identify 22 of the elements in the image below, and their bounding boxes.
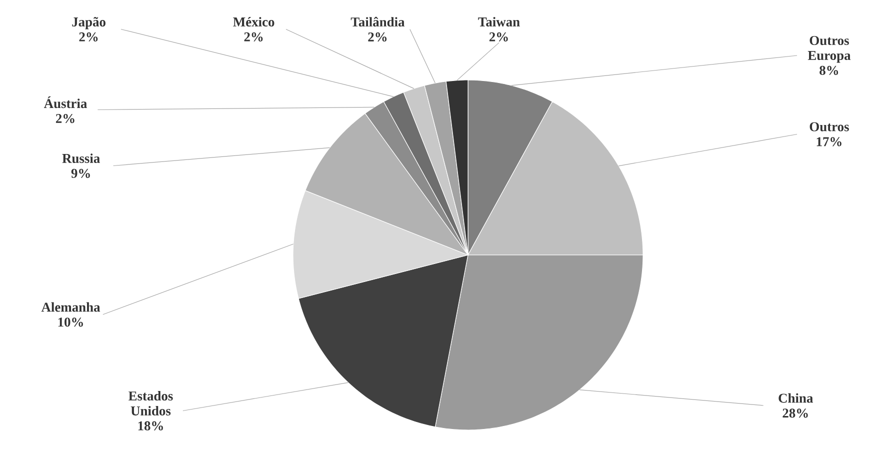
data-label: 2% (368, 32, 387, 42)
slice-label: Outros Europa (808, 36, 851, 63)
data-label: 9% (71, 168, 90, 178)
data-label: 2% (244, 32, 263, 42)
slice-label: Japão (72, 16, 106, 30)
slice-label: Alemanha (41, 302, 100, 312)
slice-label: Áustria (44, 96, 87, 108)
slice-label: China (778, 393, 813, 403)
data-label: 18% (138, 421, 163, 430)
data-label: 10% (58, 318, 83, 327)
data-label: 2% (489, 32, 508, 42)
slice-label: Tailândia (350, 16, 405, 27)
data-label: 2% (56, 114, 74, 124)
slice-label: Russia (62, 154, 100, 164)
slice-label: México (233, 17, 274, 26)
data-label: 28% (782, 408, 808, 418)
data-label: 8% (820, 66, 838, 75)
slice-label: Estados Unidos (128, 391, 173, 416)
data-label: 17% (816, 137, 842, 146)
data-label: 2% (79, 32, 98, 42)
slice-label: Outros (810, 122, 849, 132)
slice-label: Taiwan (478, 17, 520, 26)
